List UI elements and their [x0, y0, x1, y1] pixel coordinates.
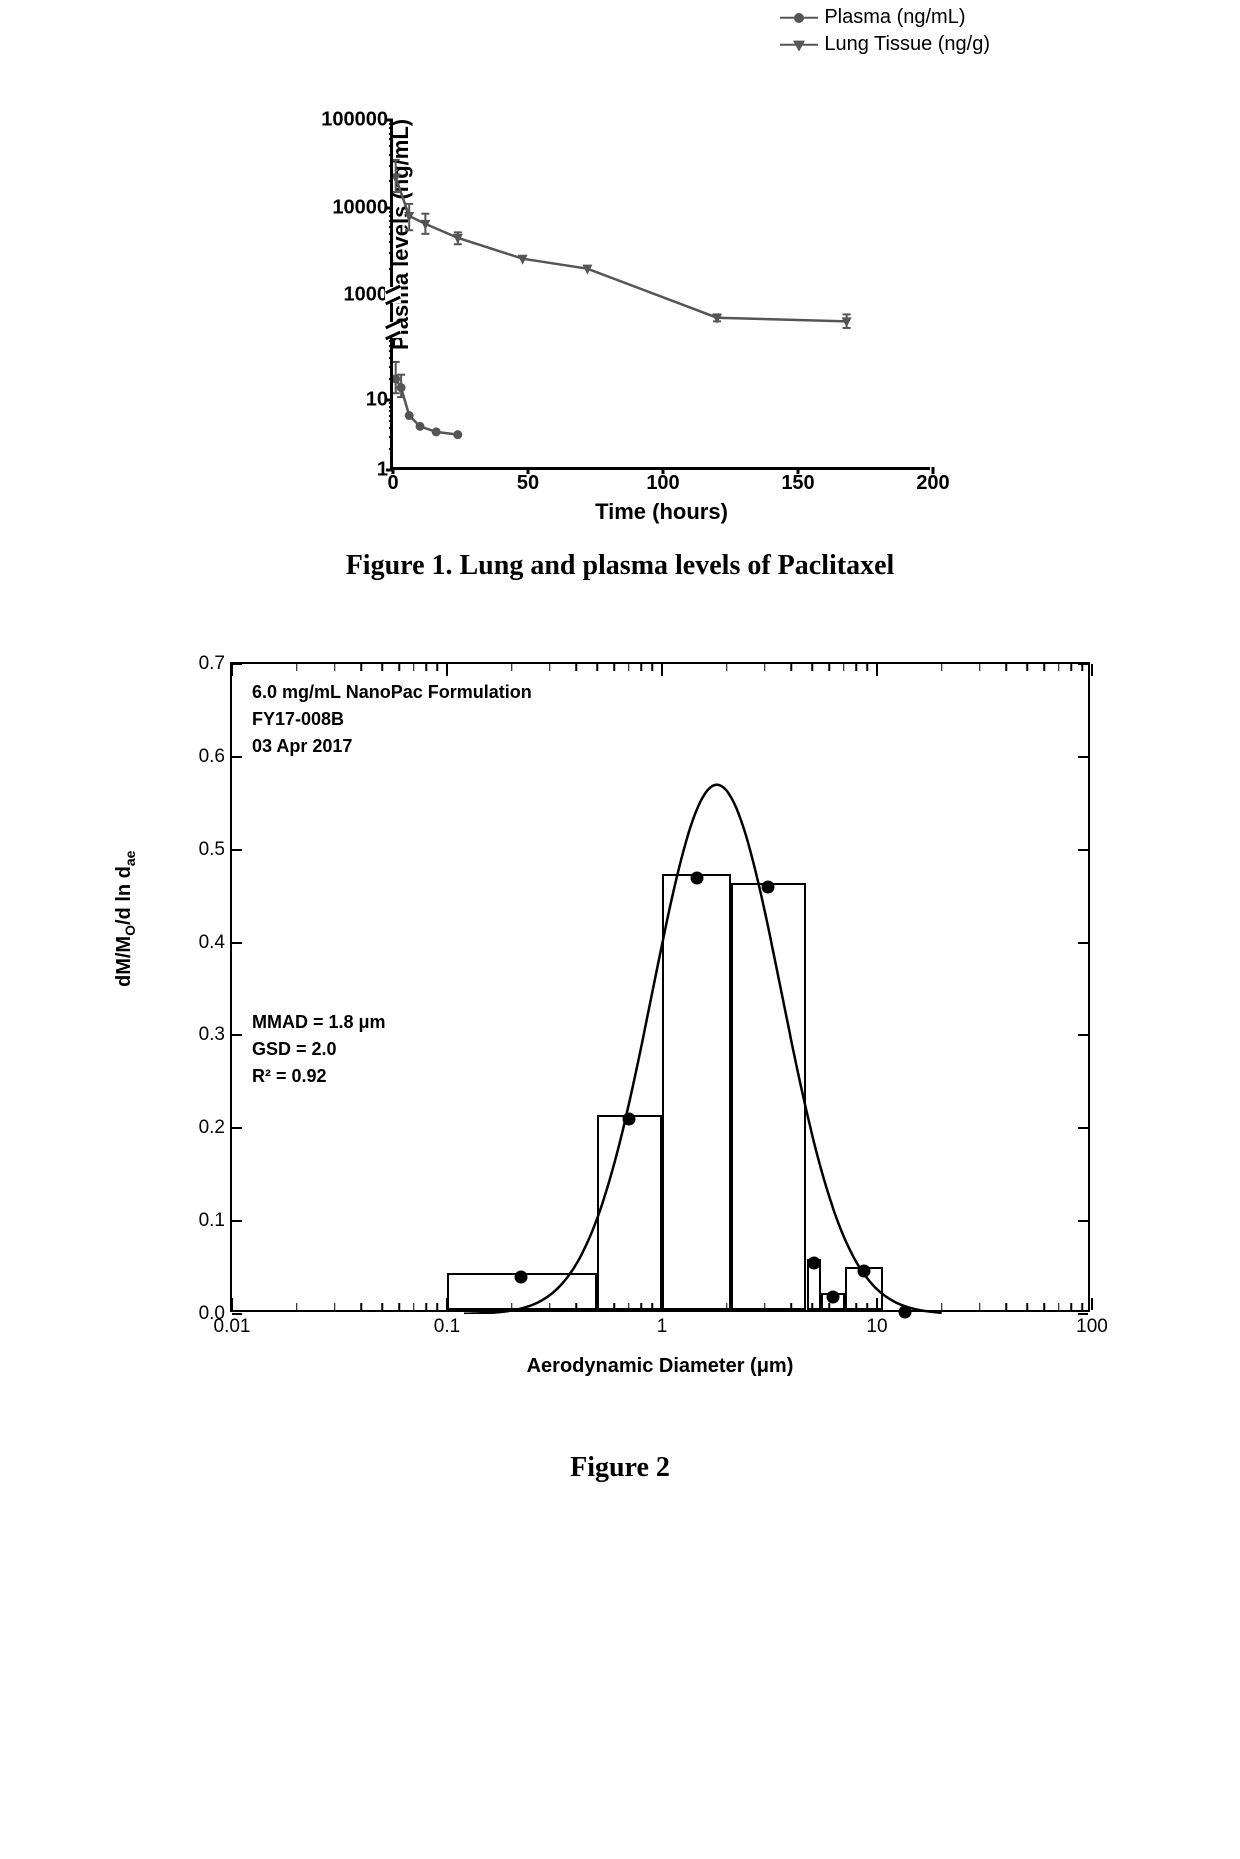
figure-2-xlabel: Aerodynamic Diameter (μm): [232, 1355, 1088, 1378]
data-point: [622, 1113, 635, 1126]
figure-1-xlabel: Time (hours): [393, 499, 930, 525]
data-point: [514, 1270, 527, 1283]
figure-1-svg: [393, 120, 933, 470]
figure-2: dM/MO/d ln dae Aerodynamic Diameter (μm)…: [90, 642, 1150, 1484]
figure-1-legend: Plasma (ng/mL) Lung Tissue (ng/g): [780, 6, 990, 60]
figure-1-chart: Plasma (ng/mL) Lung Tissue (ng/g) Plasma…: [260, 60, 980, 530]
data-point: [827, 1291, 840, 1304]
gsd-value: 2.0: [312, 1039, 337, 1059]
annot-date: 03 Apr 2017: [252, 733, 532, 760]
annot-r2: R² = 0.92: [252, 1063, 386, 1090]
legend-label-plasma: Plasma (ng/mL): [824, 6, 965, 29]
legend-marker-plasma: [780, 11, 818, 25]
annot-mmad: MMAD = 1.8 μm: [252, 1009, 386, 1036]
histogram-bar: [731, 883, 806, 1310]
figure-2-chart: dM/MO/d ln dae Aerodynamic Diameter (μm)…: [110, 642, 1130, 1432]
r2-label: R² =: [252, 1066, 287, 1086]
r2-value: 0.92: [292, 1066, 327, 1086]
figure-2-ylabel: dM/MO/d ln dae: [113, 851, 138, 987]
data-point: [690, 871, 703, 884]
gsd-label: GSD =: [252, 1039, 307, 1059]
annot-batch: FY17-008B: [252, 706, 532, 733]
data-point: [761, 880, 774, 893]
data-point: [808, 1256, 821, 1269]
annot-formulation: 6.0 mg/mL NanoPac Formulation: [252, 679, 532, 706]
figure-1-caption: Figure 1. Lung and plasma levels of Pacl…: [90, 550, 1150, 582]
data-point: [899, 1306, 912, 1319]
figure-1-plot-area: Plasma levels (ng/mL) Time (hours) 05010…: [390, 120, 930, 470]
figure-2-annot-top: 6.0 mg/mL NanoPac Formulation FY17-008B …: [252, 679, 532, 760]
figure-2-plot-area: Aerodynamic Diameter (μm) 6.0 mg/mL Nano…: [230, 662, 1090, 1312]
mmad-label: MMAD =: [252, 1012, 324, 1032]
histogram-bar: [662, 874, 731, 1310]
legend-item-lung: Lung Tissue (ng/g): [780, 33, 990, 56]
annot-gsd: GSD = 2.0: [252, 1036, 386, 1063]
legend-item-plasma: Plasma (ng/mL): [780, 6, 990, 29]
figure-2-annot-stats: MMAD = 1.8 μm GSD = 2.0 R² = 0.92: [252, 1009, 386, 1090]
histogram-bar: [597, 1115, 662, 1310]
figure-1: Plasma (ng/mL) Lung Tissue (ng/g) Plasma…: [90, 60, 1150, 582]
figure-2-caption: Figure 2: [90, 1452, 1150, 1484]
legend-marker-lung: [780, 38, 818, 52]
data-point: [857, 1265, 870, 1278]
mmad-value: 1.8 μm: [329, 1012, 386, 1032]
page: Plasma (ng/mL) Lung Tissue (ng/g) Plasma…: [0, 0, 1240, 1859]
legend-label-lung: Lung Tissue (ng/g): [824, 33, 990, 56]
